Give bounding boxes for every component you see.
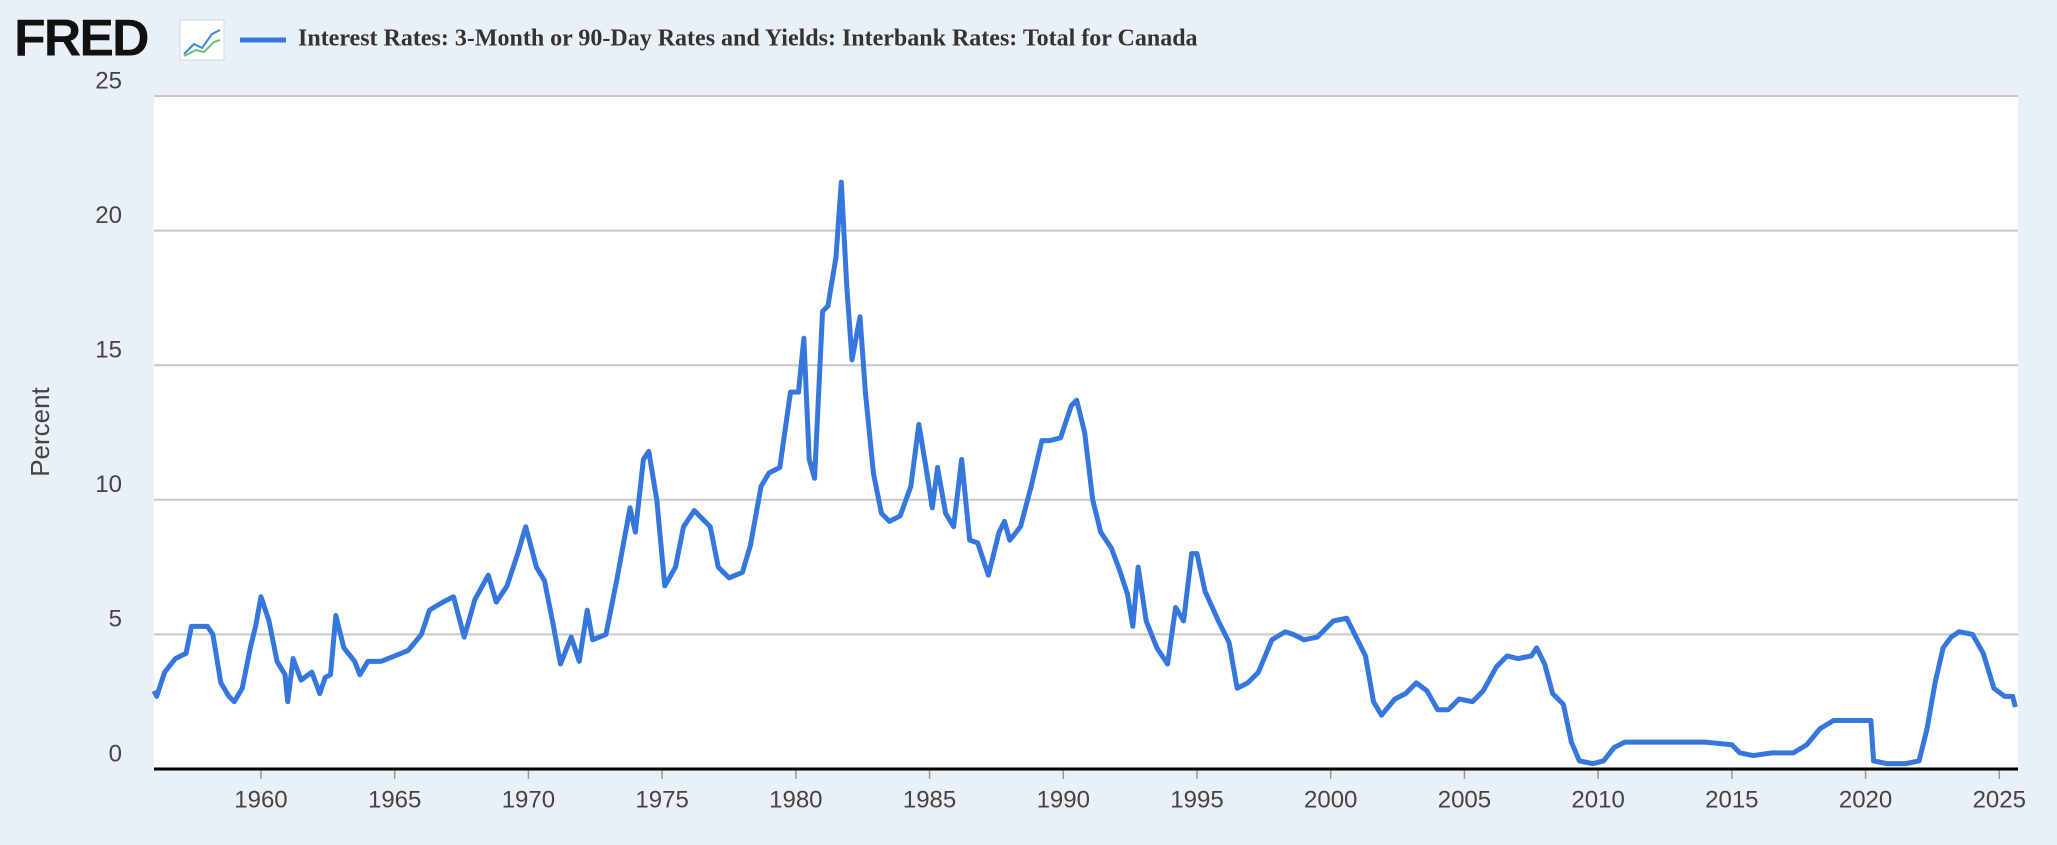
x-tick-label: 2010 — [1571, 786, 1624, 813]
x-tick-label: 1995 — [1170, 786, 1223, 813]
x-tick-label: 2000 — [1304, 786, 1357, 813]
y-axis-title: Percent — [25, 386, 55, 476]
x-tick-label: 1970 — [502, 786, 555, 813]
x-tick-label: 2005 — [1438, 786, 1491, 813]
x-tick-label: 1960 — [234, 786, 287, 813]
x-tick-label: 1975 — [635, 786, 688, 813]
x-tick-label: 1990 — [1037, 786, 1090, 813]
x-tick-label: 1980 — [769, 786, 822, 813]
legend-label: Interest Rates: 3-Month or 90-Day Rates … — [298, 26, 1198, 52]
x-tick-label: 1965 — [368, 786, 421, 813]
x-tick-label: 2015 — [1705, 786, 1758, 813]
x-tick-label: 2025 — [1973, 786, 2026, 813]
y-tick-label: 0 — [109, 740, 122, 767]
y-tick-label: 5 — [109, 606, 122, 633]
x-tick-label: 2020 — [1839, 786, 1892, 813]
y-tick-label: 25 — [95, 67, 122, 94]
chart-icon — [179, 19, 225, 61]
data-line — [151, 179, 2018, 767]
y-tick-label: 20 — [95, 202, 122, 229]
y-tick-label: 10 — [95, 471, 122, 498]
brand-logo[interactable]: FRED — [14, 10, 150, 68]
y-tick-label: 15 — [95, 337, 122, 364]
x-tick-label: 1985 — [903, 786, 956, 813]
